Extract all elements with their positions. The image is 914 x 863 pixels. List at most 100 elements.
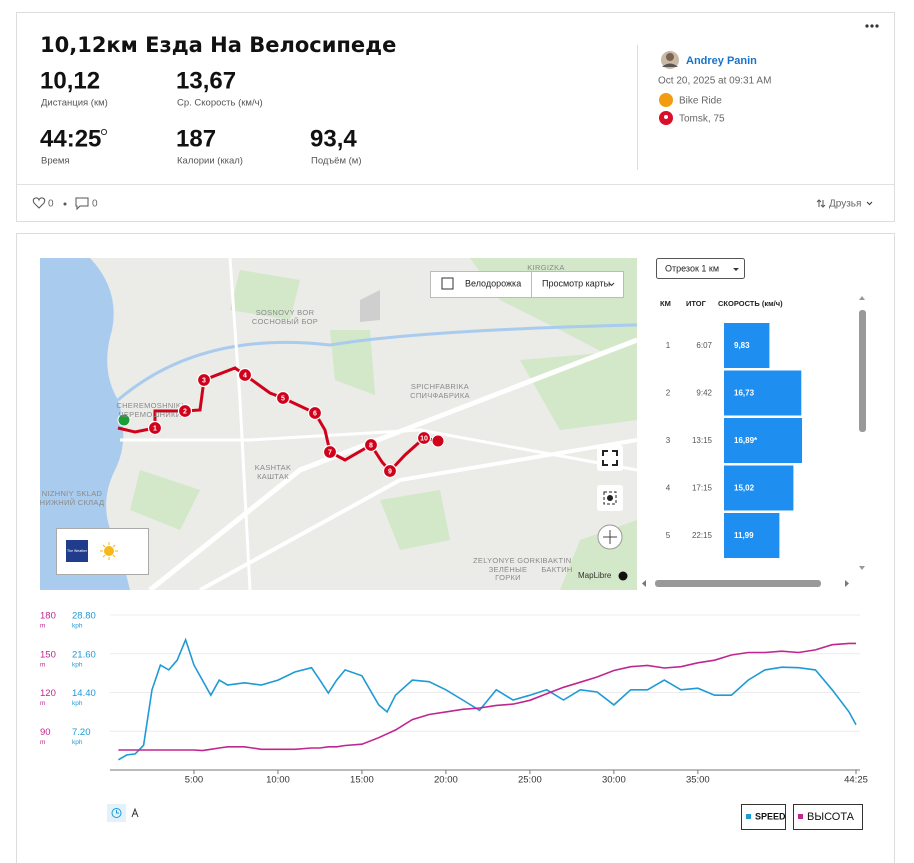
recenter-button[interactable] — [597, 485, 623, 511]
x-tick-label: 15:00 — [350, 775, 374, 786]
y2-tick-label: 28.80 — [72, 611, 96, 622]
column-header: СКОРОСТЬ (км/ч) — [718, 299, 783, 308]
separator-dot — [63, 202, 67, 206]
like-icon[interactable] — [32, 197, 46, 209]
stat-label: Подъём (м) — [311, 156, 362, 167]
pan-button[interactable] — [597, 524, 623, 550]
avatar[interactable] — [661, 51, 679, 69]
route-marker-label: 5 — [281, 395, 285, 402]
stat-label: Калории (ккал) — [177, 156, 243, 167]
clock-hands — [116, 810, 119, 814]
legend-swatch — [798, 814, 803, 819]
weather-widget[interactable]: The Weather Channel — [56, 528, 149, 575]
x-tick-label: 30:00 — [602, 775, 626, 786]
stat-label: Ср. Скорость (км/ч) — [177, 98, 263, 109]
stat-value: 187 — [176, 125, 216, 152]
y-tick-label: 120 — [40, 688, 56, 699]
split-selector-label: Отрезок 1 км — [665, 263, 719, 273]
stat-value: 13,67 — [176, 67, 236, 94]
legend-swatch — [746, 814, 751, 819]
route-marker[interactable] — [307, 405, 323, 421]
stat-value: 44:25 — [40, 125, 101, 152]
place-label: NIZHNIY SKLAD — [42, 489, 103, 498]
distance-axis-toggle[interactable] — [131, 807, 139, 818]
more-menu[interactable] — [865, 24, 879, 28]
split-total: 17:15 — [692, 484, 713, 493]
athlete-name[interactable]: Andrey Panin — [686, 55, 757, 67]
route-marker-label: 7 — [328, 449, 332, 456]
x-tick-label: 35:00 — [686, 775, 710, 786]
place-label: ГОРКИ — [495, 573, 521, 582]
visibility[interactable]: Друзья — [829, 199, 861, 210]
split-speed-bar — [724, 323, 770, 368]
split-speed-label: 9,83 — [734, 341, 750, 350]
clock-icon — [111, 808, 122, 818]
visibility-icon — [816, 199, 826, 208]
place-label: НИЖНИЙ СКЛАД — [40, 498, 105, 507]
checkbox[interactable] — [441, 277, 454, 290]
stat-value: 10,12 — [40, 67, 100, 94]
route-marker[interactable] — [196, 372, 212, 388]
activity-card — [16, 12, 895, 222]
legend-item[interactable] — [793, 804, 863, 830]
x-tick-label: 10:00 — [266, 775, 290, 786]
route-marker-label: 6 — [313, 410, 317, 417]
like-count: 0 — [48, 199, 54, 210]
split-total: 13:15 — [692, 436, 713, 445]
y2-unit-label: kph — [72, 700, 83, 707]
fullscreen-button[interactable] — [597, 445, 623, 471]
route-marker[interactable] — [237, 367, 253, 383]
y-unit-label: m — [40, 661, 45, 668]
map-attribution: MapLibre — [578, 571, 612, 580]
y-unit-label: m — [40, 700, 45, 707]
split-speed-bar — [724, 418, 803, 463]
series-line — [117, 637, 857, 761]
horizontal-scrollbar[interactable] — [655, 580, 821, 587]
location: Tomsk, 75 — [679, 114, 725, 125]
chevron — [733, 268, 739, 271]
timer-icon — [100, 128, 108, 136]
place-label: ЧЕРЕМОШНИКИ — [119, 410, 182, 419]
route-marker[interactable] — [322, 444, 338, 460]
route-marker-label: 3 — [202, 377, 206, 384]
split-selector[interactable] — [656, 258, 745, 279]
vertical-scrollbar[interactable] — [859, 310, 866, 432]
y-tick-label: 150 — [40, 649, 56, 660]
route-marker[interactable] — [382, 463, 398, 479]
split-speed-label: 16,89* — [734, 436, 758, 445]
map-view-select[interactable]: Просмотр карты — [542, 278, 610, 288]
stat-label: Время — [41, 156, 70, 167]
weather-logo: The Weather Channel — [67, 549, 101, 553]
legend-label: SPEED — [755, 811, 786, 821]
route-marker-label: 8 — [369, 442, 373, 449]
place-label: CHEREMOSHNIKI — [116, 401, 183, 410]
activity-title: 10,12км Езда На Велосипеде — [40, 33, 396, 57]
splits-table: КМ ИТОГ СКОРОСТЬ (км/ч) 1 6:07 9,83 2 9:42 16,73… — [660, 299, 803, 558]
split-speed-label: 11,99 — [734, 531, 754, 540]
route-marker[interactable] — [177, 403, 193, 419]
split-km: 2 — [666, 389, 671, 398]
route-marker[interactable] — [363, 437, 379, 453]
split-speed-bar — [724, 513, 780, 558]
activity-type: Bike Ride — [679, 96, 722, 107]
split-km: 1 — [666, 341, 671, 350]
route-marker[interactable] — [275, 390, 291, 406]
stat-value: 93,4 — [310, 125, 357, 152]
split-km: 3 — [666, 436, 671, 445]
comment-icon[interactable] — [75, 197, 89, 211]
route-marker[interactable] — [147, 420, 163, 436]
split-total: 6:07 — [696, 341, 712, 350]
route-marker[interactable] — [416, 430, 432, 446]
split-speed-label: 16,73 — [734, 389, 755, 398]
activity-date: Oct 20, 2025 at 09:31 AM — [658, 76, 771, 87]
x-tick-label: 44:25 — [844, 775, 868, 786]
y-tick-label: 180 — [40, 611, 56, 622]
y2-tick-label: 21.60 — [72, 649, 96, 660]
split-total: 22:15 — [692, 531, 713, 540]
route-marker-label: 10 — [420, 435, 428, 442]
column-header: КМ — [660, 299, 671, 308]
route-marker-label: 1 — [153, 425, 157, 432]
bike-lane-toggle[interactable]: Велодорожка — [465, 278, 521, 288]
info-icon[interactable] — [618, 571, 628, 581]
